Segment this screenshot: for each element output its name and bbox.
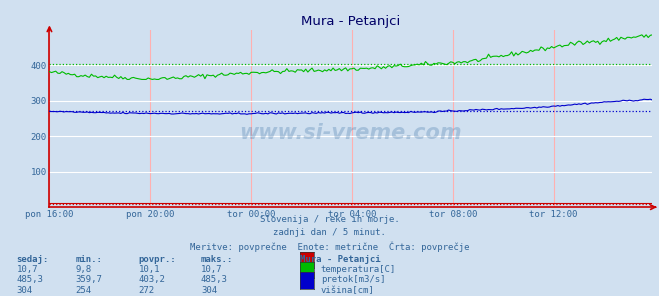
Text: zadnji dan / 5 minut.: zadnji dan / 5 minut. [273, 228, 386, 237]
Text: 254: 254 [76, 286, 92, 295]
Text: Meritve: povprečne  Enote: metrične  Črta: povprečje: Meritve: povprečne Enote: metrične Črta:… [190, 241, 469, 252]
Text: 304: 304 [16, 286, 32, 295]
Text: maks.:: maks.: [201, 255, 233, 263]
Text: www.si-vreme.com: www.si-vreme.com [240, 123, 462, 143]
Text: temperatura[C]: temperatura[C] [321, 265, 396, 274]
Text: Slovenija / reke in morje.: Slovenija / reke in morje. [260, 215, 399, 223]
Title: Mura - Petanjci: Mura - Petanjci [301, 15, 401, 28]
Text: 10,7: 10,7 [201, 265, 223, 274]
Text: 359,7: 359,7 [76, 275, 103, 284]
Text: sedaj:: sedaj: [16, 255, 49, 263]
Text: pretok[m3/s]: pretok[m3/s] [321, 275, 386, 284]
Text: 485,3: 485,3 [16, 275, 43, 284]
Text: 10,1: 10,1 [138, 265, 160, 274]
Text: 9,8: 9,8 [76, 265, 92, 274]
Text: min.:: min.: [76, 255, 103, 263]
Text: povpr.:: povpr.: [138, 255, 176, 263]
Text: 485,3: 485,3 [201, 275, 228, 284]
Text: višina[cm]: višina[cm] [321, 286, 375, 295]
Text: 10,7: 10,7 [16, 265, 38, 274]
Text: Mura - Petanjci: Mura - Petanjci [300, 255, 380, 263]
Text: 304: 304 [201, 286, 217, 295]
Text: 272: 272 [138, 286, 154, 295]
Text: 403,2: 403,2 [138, 275, 165, 284]
